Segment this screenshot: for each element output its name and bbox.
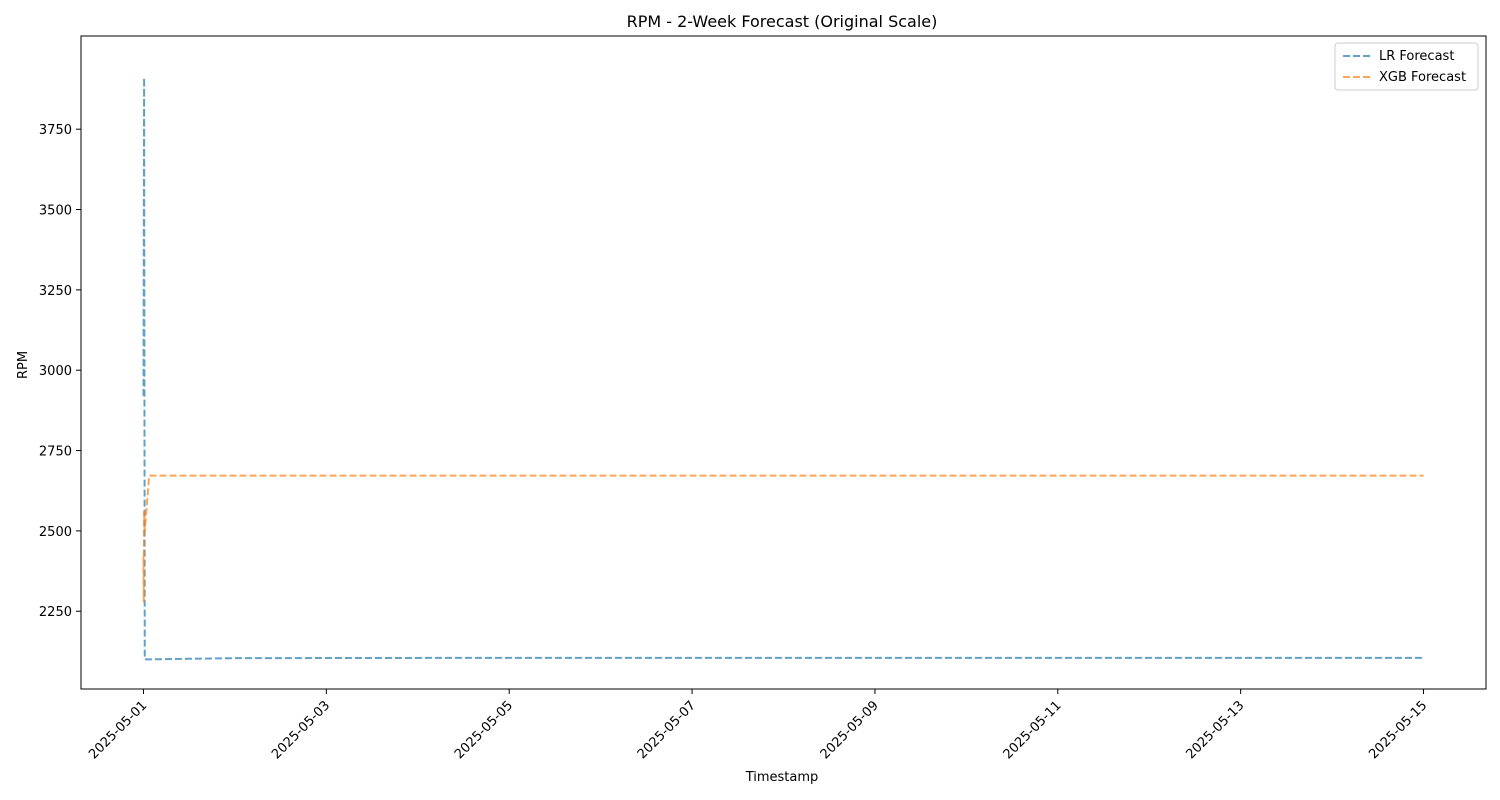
plot-area xyxy=(80,35,1487,690)
series-layer xyxy=(142,76,1424,661)
y-axis-title: RPM xyxy=(16,351,31,379)
y-tick-label: 2250 xyxy=(39,605,72,620)
x-tick-label: 2025-05-05 xyxy=(452,698,516,762)
x-tick-label: 2025-05-03 xyxy=(269,698,333,762)
y-tick-label: 3000 xyxy=(39,364,72,379)
legend-label-xgb: XGB Forecast xyxy=(1379,70,1466,85)
x-tick-label: 2025-05-09 xyxy=(818,698,882,762)
series-line-lr xyxy=(142,76,1424,661)
x-tick-label: 2025-05-07 xyxy=(635,698,699,762)
legend-box xyxy=(1334,42,1479,91)
x-tick-label: 2025-05-15 xyxy=(1366,698,1430,762)
y-tick-label: 2500 xyxy=(39,525,72,540)
x-tick-label: 2025-05-11 xyxy=(1001,698,1065,762)
legend-label-lr: LR Forecast xyxy=(1379,49,1454,64)
x-axis-title: Timestamp xyxy=(745,770,819,785)
x-tick-label: 2025-05-01 xyxy=(86,698,150,762)
y-tick-label: 3250 xyxy=(39,284,72,299)
y-axis: 2250 2500 2750 3000 3250 3500 3750 xyxy=(39,123,81,620)
x-axis: 2025-05-01 2025-05-03 2025-05-05 2025-05-07… xyxy=(86,689,1430,762)
x-tick-label: 2025-05-13 xyxy=(1183,698,1247,762)
series-line-xgb xyxy=(142,474,1424,603)
y-tick-label: 3750 xyxy=(39,123,72,138)
legend: LR Forecast XGB Forecast xyxy=(1334,42,1479,91)
y-tick-label: 3500 xyxy=(39,204,72,219)
y-tick-label: 2750 xyxy=(39,445,72,460)
chart-title: RPM - 2-Week Forecast (Original Scale) xyxy=(627,12,938,31)
